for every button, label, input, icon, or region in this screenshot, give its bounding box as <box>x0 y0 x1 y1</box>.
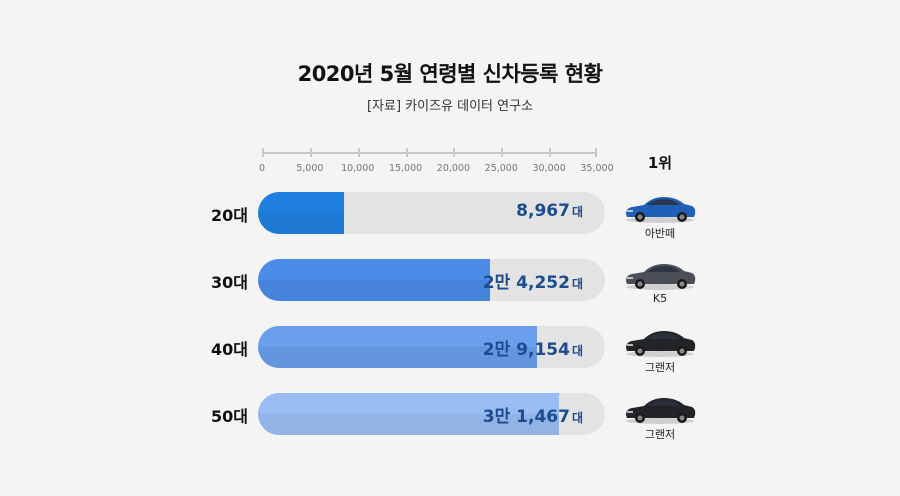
value-unit: 대 <box>571 277 583 291</box>
top-model-name: K5 <box>652 292 668 305</box>
category-label: 30대 <box>211 273 248 292</box>
bar-value-label: 3만 1,467 대 <box>483 402 583 427</box>
x-axis-tick-label: 0 <box>258 163 266 174</box>
bar-value-label: 8,967 대 <box>516 201 583 221</box>
x-axis-tick <box>595 148 597 157</box>
bar-row: 30대 2만 4,252 대 K5 <box>0 259 900 305</box>
x-axis-line <box>262 152 597 154</box>
x-axis-tick-label: 20,000 <box>436 163 471 174</box>
bar <box>258 259 491 301</box>
bar-value-label: 2만 4,252 대 <box>483 268 583 293</box>
value-unit: 대 <box>571 344 583 358</box>
top-model-name: 아반떼 <box>644 227 676 240</box>
value-unit: 대 <box>571 205 583 219</box>
bar-track: 2만 9,154 대 <box>258 326 605 368</box>
car-icon <box>626 264 696 290</box>
bar <box>258 326 538 368</box>
value-number: 3만 1,467 <box>482 407 570 427</box>
bar-track: 8,967 대 <box>258 192 605 234</box>
value-number: 8,967 <box>516 201 570 221</box>
x-axis-tick <box>357 148 360 157</box>
top-model-name: 그랜저 <box>644 428 676 441</box>
x-axis-tick-label: 25,000 <box>484 163 518 174</box>
x-axis-tick <box>501 148 504 157</box>
category-label: 20대 <box>211 206 248 225</box>
bar-track: 3만 1,467 대 <box>258 393 605 435</box>
top-model-name: 그랜저 <box>644 361 676 374</box>
car-icon <box>626 197 696 223</box>
chart-title: 2020년 5월 연령별 신차등록 현황 <box>297 62 603 86</box>
x-axis: 0 5,000 10,000 15,000 20,000 25,000 30,000 35,0… <box>258 148 614 178</box>
x-axis-tick-label: 35,000 <box>580 163 614 174</box>
x-axis-tick-label: 15,000 <box>388 163 423 174</box>
bar <box>258 192 344 234</box>
x-axis-tick-label: 30,000 <box>532 163 566 174</box>
category-label: 50대 <box>211 407 248 426</box>
x-axis-tick <box>309 148 312 157</box>
car-icon <box>626 331 696 357</box>
x-axis-tick <box>262 148 264 157</box>
rank-header: 1위 <box>647 154 673 172</box>
value-number: 2만 9,154 <box>482 340 570 360</box>
x-axis-tick <box>549 148 552 157</box>
x-axis-tick-label: 5,000 <box>296 163 324 174</box>
bar-track: 2만 4,252 대 <box>258 259 605 301</box>
x-axis-tick <box>453 148 456 157</box>
bar-value-label: 2만 9,154 대 <box>483 335 583 360</box>
value-number: 2만 4,252 <box>482 273 570 293</box>
x-axis-tick <box>405 148 408 157</box>
chart-source: [자료] 카이즈유 데이터 연구소 <box>366 99 534 114</box>
bar <box>258 393 560 435</box>
x-axis-tick-label: 10,000 <box>341 163 375 174</box>
value-unit: 대 <box>571 411 583 425</box>
car-icon <box>626 398 696 424</box>
category-label: 40대 <box>211 340 248 359</box>
